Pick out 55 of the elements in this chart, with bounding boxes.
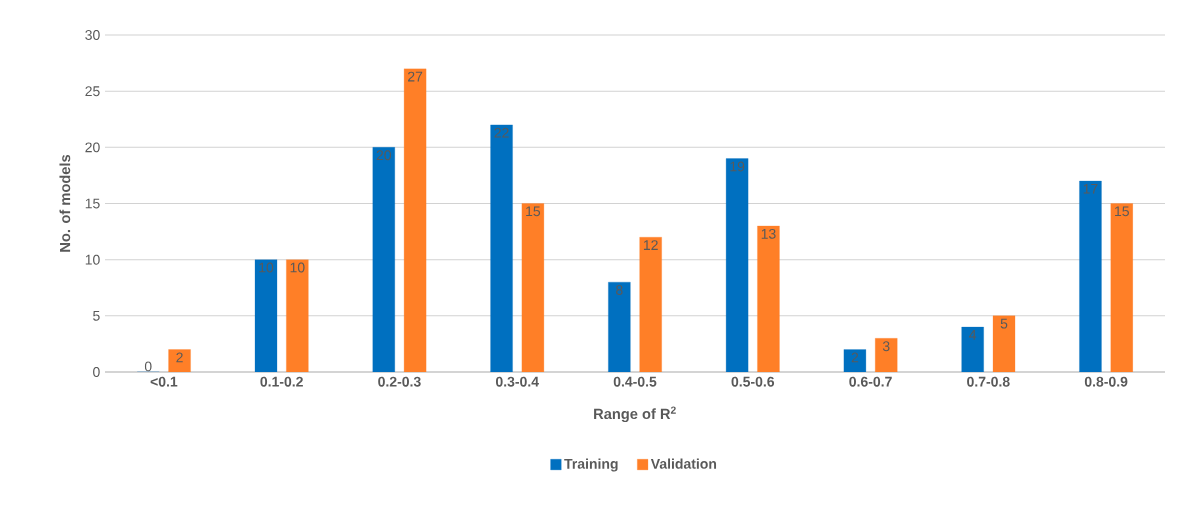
bar — [1079, 180, 1102, 372]
bar — [843, 349, 867, 372]
data-label: 15 — [1115, 206, 1129, 217]
y-tick-label: 0 — [93, 367, 100, 377]
x-tick-label: 0.4-0.5 — [613, 376, 657, 387]
data-label: 10 — [259, 262, 274, 273]
data-label: 17 — [1083, 183, 1098, 194]
x-tick-label: 0.2-0.3 — [378, 376, 421, 387]
bar — [1110, 203, 1133, 372]
y-tick-label: 30 — [85, 30, 100, 40]
legend-label: Validation — [650, 458, 717, 469]
bar — [372, 147, 395, 372]
y-tick-label: 5 — [93, 310, 100, 321]
data-label: 8 — [616, 285, 623, 295]
x-tick-label: 0.6-0.7 — [849, 376, 892, 387]
bar — [521, 203, 545, 372]
bar — [961, 326, 984, 372]
bar — [725, 158, 749, 372]
data-label: 5 — [1000, 318, 1008, 329]
data-label: 3 — [882, 341, 890, 352]
bar — [992, 315, 1016, 372]
bar — [403, 68, 427, 372]
data-label: 4 — [969, 330, 977, 340]
data-label: 12 — [643, 240, 658, 250]
bar — [757, 225, 780, 372]
x-tick-label: 0.1-0.2 — [260, 376, 303, 387]
bar — [168, 349, 191, 372]
data-label: 15 — [526, 206, 541, 217]
legend-label: Training — [564, 458, 618, 472]
data-label: 22 — [494, 127, 509, 138]
data-label: 19 — [730, 161, 745, 172]
data-label: 20 — [376, 150, 392, 161]
x-tick-label: 0.7-0.8 — [967, 376, 1010, 387]
x-axis-title: Range of R$^{2}$ — [594, 406, 676, 423]
data-label: 27 — [408, 71, 423, 82]
bar — [254, 259, 278, 372]
bar — [608, 281, 631, 372]
bar — [286, 259, 309, 372]
bar — [639, 237, 662, 372]
y-tick-label: 20 — [85, 142, 100, 153]
data-label: 13 — [761, 228, 776, 239]
y-tick-label: 15 — [85, 198, 100, 209]
data-label: 2 — [176, 352, 183, 363]
y-tick-label: 25 — [85, 86, 100, 97]
data-label: 10 — [290, 262, 305, 273]
data-label: 2 — [851, 352, 859, 363]
bar — [875, 338, 898, 372]
x-tick-label: 0.8-0.9 — [1084, 376, 1128, 387]
x-tick-label: 0.3-0.4 — [495, 376, 539, 387]
bar — [490, 124, 513, 372]
y-tick-label: 10 — [85, 254, 100, 265]
x-tick-label: <0.1 — [150, 376, 178, 387]
y-axis-title: No. of models — [59, 154, 71, 252]
data-label: 0 — [144, 361, 152, 372]
x-tick-label: 0.5-0.6 — [731, 376, 775, 387]
